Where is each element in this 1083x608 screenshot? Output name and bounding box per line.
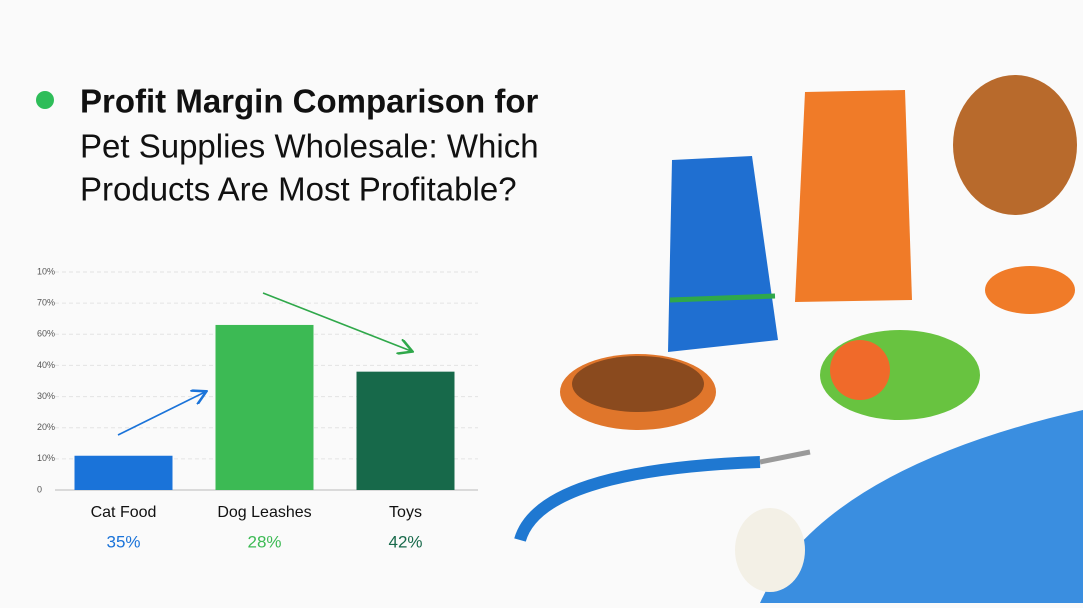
title-line: Products Are Most Profitable? <box>80 171 517 208</box>
x-tick-label: Cat Food <box>91 504 157 521</box>
product-photo <box>514 75 1083 603</box>
y-tick-label: 10% <box>37 453 55 463</box>
bar <box>356 371 455 490</box>
y-tick-label: 40% <box>37 360 55 370</box>
y-tick-label: 20% <box>37 422 55 432</box>
y-tick-label: 0 <box>37 484 42 494</box>
y-tick-label: 10% <box>37 266 55 276</box>
margin-label: 28% <box>247 532 281 551</box>
trend-arrow <box>117 392 205 436</box>
bar <box>74 455 173 490</box>
y-tick-label: 30% <box>37 391 55 401</box>
x-tick-label: Dog Leashes <box>217 504 311 521</box>
x-tick-label: Toys <box>389 504 422 521</box>
margin-label: 35% <box>106 532 140 551</box>
title-line: Profit Margin Comparison for <box>80 83 539 120</box>
y-tick-label: 60% <box>37 329 55 339</box>
title-line: Pet Supplies Wholesale: Which <box>80 128 539 165</box>
bullet-dot <box>36 91 54 109</box>
bar <box>215 324 314 490</box>
margin-label: 42% <box>388 532 422 551</box>
trend-arrow <box>262 292 411 351</box>
y-tick-label: 70% <box>37 298 55 308</box>
